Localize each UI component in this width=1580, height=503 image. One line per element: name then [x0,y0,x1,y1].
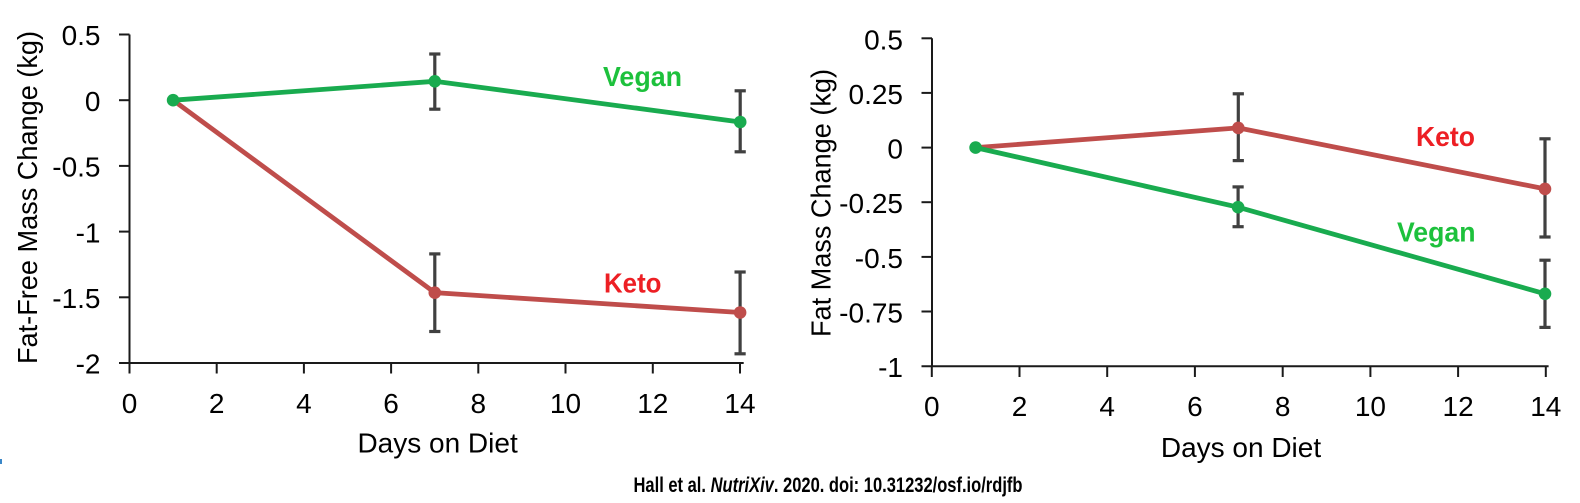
svg-text:Fat-Free Mass Change (kg): Fat-Free Mass Change (kg) [12,31,43,364]
svg-text:0: 0 [924,391,940,422]
svg-text:14: 14 [1530,391,1561,422]
svg-text:0.5: 0.5 [62,20,101,51]
svg-text:4: 4 [296,388,312,419]
svg-text:10: 10 [550,388,581,419]
svg-text:-0.75: -0.75 [839,298,903,329]
svg-text:8: 8 [471,388,487,419]
svg-text:12: 12 [637,388,668,419]
svg-text:4: 4 [1099,391,1115,422]
svg-text:-0.5: -0.5 [855,243,903,274]
svg-text:8: 8 [1275,391,1291,422]
svg-text:Days on Diet: Days on Diet [1161,432,1322,463]
svg-text:-0.25: -0.25 [839,188,903,219]
svg-text:-1: -1 [76,217,101,248]
svg-text:-2: -2 [76,349,101,380]
svg-text:0.5: 0.5 [864,24,903,55]
svg-text:14: 14 [724,388,755,419]
svg-text:Fat Mass Change (kg): Fat Mass Change (kg) [806,69,837,337]
svg-text:Days on Diet: Days on Diet [357,428,518,459]
svg-text:0: 0 [122,388,138,419]
svg-text:-1: -1 [878,352,903,383]
svg-text:0: 0 [887,134,903,165]
svg-text:10: 10 [1355,391,1386,422]
svg-text:6: 6 [1187,391,1203,422]
svg-text:Hall et al. NutriXiv. 2020. do: Hall et al. NutriXiv. 2020. doi: 10.3123… [634,474,1023,497]
svg-text:-1.5: -1.5 [52,283,100,314]
svg-text:2: 2 [209,388,225,419]
svg-text:6: 6 [383,388,399,419]
svg-text:Keto: Keto [1416,121,1475,152]
svg-text:0.25: 0.25 [849,79,904,110]
svg-text:12: 12 [1443,391,1474,422]
svg-text:2: 2 [1012,391,1028,422]
svg-text:-0.5: -0.5 [52,152,100,183]
svg-text:Vegan: Vegan [603,61,682,92]
svg-text:Keto: Keto [604,268,662,299]
svg-text:Vegan: Vegan [1397,217,1476,248]
svg-text:0: 0 [85,86,101,117]
